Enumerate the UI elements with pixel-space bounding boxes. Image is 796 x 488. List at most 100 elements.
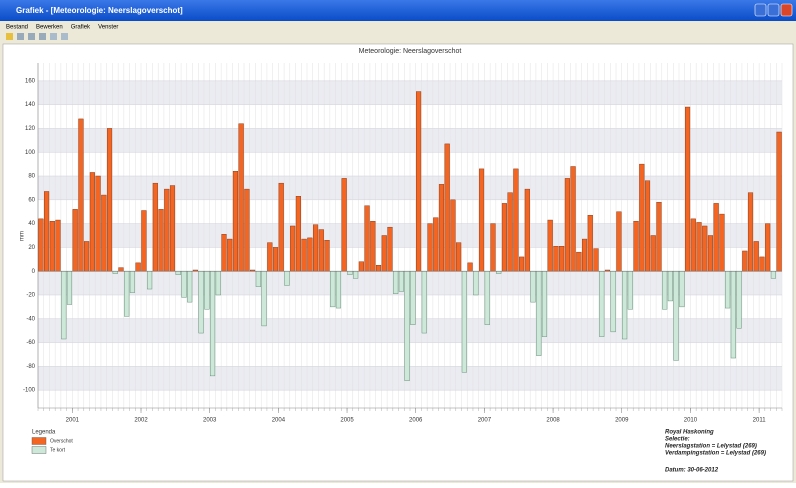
bar	[301, 238, 307, 272]
bar	[667, 270, 673, 302]
x-tick-label: 2008	[546, 418, 560, 424]
legend-swatch	[31, 437, 47, 445]
bar	[627, 270, 633, 310]
toolbar	[6, 33, 68, 40]
bar	[753, 241, 759, 272]
bar	[427, 223, 433, 272]
bar	[244, 188, 250, 272]
info-line: Neerslagstation = Lelystad (269)	[665, 444, 757, 450]
bar	[267, 242, 273, 272]
bar	[719, 213, 725, 272]
chart-panel	[2, 43, 794, 482]
bar	[776, 131, 782, 272]
bar	[44, 191, 50, 272]
bar	[610, 270, 616, 333]
legend-swatch	[31, 446, 47, 454]
bar	[66, 270, 73, 305]
bar	[255, 270, 261, 287]
bar	[215, 270, 221, 296]
bar	[478, 168, 485, 272]
minimize-button[interactable]	[754, 3, 767, 17]
bar	[341, 178, 347, 272]
bar	[364, 205, 370, 272]
bar	[725, 270, 731, 309]
bar	[576, 251, 582, 272]
info-line: Royal Haskoning	[665, 430, 714, 436]
bar	[507, 192, 513, 272]
window-title: Grafiek - [Meteorologie: Neerslagoversch…	[16, 6, 183, 15]
menu-item[interactable]: Bewerken	[36, 25, 63, 31]
bar	[770, 270, 776, 279]
legend-label: Overschot	[50, 438, 73, 444]
bar	[370, 221, 376, 272]
bar	[685, 106, 691, 272]
bar	[278, 182, 284, 272]
tool-icon[interactable]	[50, 33, 57, 40]
tool-icon[interactable]	[39, 33, 46, 40]
x-tick-label: 2004	[272, 418, 286, 424]
bar	[272, 247, 279, 272]
bar	[765, 223, 771, 272]
y-tick-label: -80	[26, 364, 35, 370]
tool-icon[interactable]	[28, 33, 35, 40]
x-tick-label: 2002	[134, 418, 148, 424]
bar	[530, 270, 536, 303]
bar	[593, 248, 599, 272]
menu-bar: Bestand Bewerken Grafiek Venster	[6, 25, 118, 31]
bar	[387, 226, 393, 272]
y-tick-label: 160	[25, 78, 36, 84]
y-tick-label: 100	[25, 150, 36, 156]
bar	[433, 217, 439, 272]
y-tick-label: -40	[26, 316, 35, 322]
bar	[55, 219, 61, 272]
tool-icon[interactable]	[61, 33, 68, 40]
close-button[interactable]	[780, 3, 793, 17]
menu-item[interactable]: Venster	[98, 25, 118, 31]
bar	[95, 175, 101, 272]
bar	[72, 209, 78, 272]
bar	[633, 221, 639, 272]
bar	[313, 224, 319, 272]
info-line: Verdampingstation = Lelystad (269)	[665, 451, 766, 457]
y-tick-label: 60	[28, 197, 35, 203]
tool-icon[interactable]	[6, 33, 13, 40]
info-line: Selectie:	[665, 437, 690, 443]
bar	[650, 235, 656, 272]
bar	[513, 168, 519, 272]
bar	[78, 118, 84, 272]
title-bar	[0, 0, 796, 21]
bar	[261, 270, 267, 327]
y-axis-label: mm	[20, 231, 26, 241]
bar	[587, 215, 593, 272]
menu-item[interactable]: Grafiek	[71, 25, 91, 31]
plot-area: -100 -80 -60 -40 -20 0 20 40 60 80 100 120 140 160 200…	[23, 63, 783, 424]
bar	[467, 262, 473, 272]
bar	[759, 256, 765, 272]
bar	[164, 188, 170, 272]
bar	[747, 192, 754, 272]
bar	[553, 246, 559, 272]
bar	[484, 270, 490, 325]
bar	[404, 270, 410, 381]
bar	[564, 178, 570, 272]
bar	[141, 210, 147, 272]
legend: Overschot Te kort	[31, 437, 73, 454]
bar	[158, 209, 164, 272]
bar	[662, 270, 668, 310]
bar	[622, 270, 628, 340]
y-tick-label: 0	[32, 269, 36, 275]
x-tick-label: 2009	[615, 418, 629, 424]
bar	[175, 270, 181, 275]
bar	[84, 241, 90, 272]
bar	[232, 171, 239, 272]
bar	[204, 270, 210, 310]
bar	[524, 188, 530, 272]
bar	[713, 203, 719, 272]
menu-item[interactable]: Bestand	[6, 25, 28, 31]
bar	[742, 250, 748, 272]
bar	[702, 225, 708, 272]
maximize-button[interactable]	[767, 3, 780, 17]
bar	[461, 270, 467, 373]
tool-icon[interactable]	[17, 33, 24, 40]
